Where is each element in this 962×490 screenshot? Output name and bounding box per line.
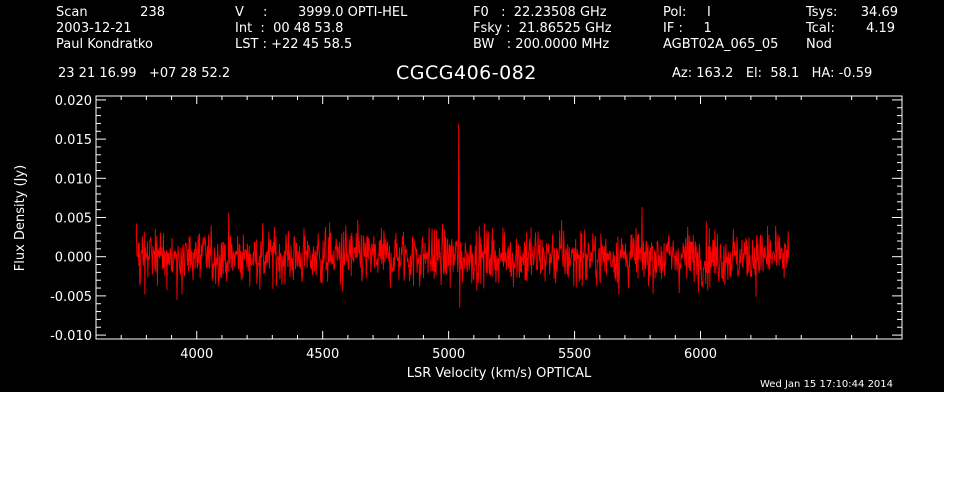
- az-el-ha: Az: 163.2 El: 58.1 HA: -0.59: [672, 66, 873, 81]
- y-tick-label: 0.005: [55, 212, 92, 227]
- procedure: Nod: [806, 37, 832, 52]
- y-tick-label: 0.015: [55, 133, 92, 148]
- scan-label: Scan: [56, 5, 88, 20]
- x-tick-label: 4000: [180, 347, 213, 362]
- x-tick-label: 4500: [306, 347, 339, 362]
- y-tick-label: 0.010: [55, 172, 92, 187]
- x-axis-label: LSR Velocity (km/s) OPTICAL: [407, 366, 592, 381]
- x-tick-label: 6000: [684, 347, 717, 362]
- velocity-sep: :: [263, 5, 268, 20]
- tsys-value: 34.69: [860, 5, 898, 20]
- x-tick-label: 5000: [432, 347, 465, 362]
- integration-time: Int : 00 48 53.8: [235, 21, 344, 36]
- obs-date: 2003-12-21: [56, 21, 132, 36]
- observer-name: Paul Kondratko: [56, 37, 153, 52]
- rest-frequency: F0 : 22.23508 GHz: [473, 5, 607, 20]
- plot-timestamp: Wed Jan 15 17:10:44 2014: [760, 379, 894, 390]
- tcal-label: Tcal:: [806, 21, 835, 36]
- plot-panel: Scan 238 2003-12-21 Paul Kondratko V : 3…: [0, 0, 944, 392]
- scan-number: 238: [140, 5, 165, 20]
- y-tick-label: -0.010: [50, 329, 92, 344]
- polarization: Pol: I: [663, 5, 711, 20]
- lst: LST : +22 45 58.5: [235, 37, 353, 52]
- tcal-value: 4.19: [866, 21, 895, 36]
- source-coordinates: 23 21 16.99 +07 28 52.2: [58, 66, 231, 81]
- spectrum-series-line: [135, 123, 790, 308]
- plot-frame: [95, 95, 903, 340]
- y-tick-label: -0.005: [50, 290, 92, 305]
- y-tick-label: 0.000: [55, 251, 92, 266]
- if-number: IF : 1: [663, 21, 712, 36]
- y-axis-label: Flux Density (Jy): [13, 165, 28, 271]
- y-tick-label: 0.020: [55, 94, 92, 109]
- x-tick-label: 5500: [558, 347, 591, 362]
- spectrum-chart: 4000 4500 5000 5500 6000 -0.010 -0.005 0.000 0.0…: [13, 94, 903, 381]
- sky-frequency: Fsky : 21.86525 GHz: [473, 21, 612, 36]
- project-id: AGBT02A_065_05: [663, 37, 779, 52]
- bandwidth: BW : 200.0000 MHz: [473, 37, 610, 52]
- tsys-label: Tsys:: [806, 5, 838, 20]
- velocity-value: 3999.0 OPTI-HEL: [298, 5, 408, 20]
- velocity-label: V: [235, 5, 244, 20]
- source-name: CGCG406-082: [396, 62, 537, 84]
